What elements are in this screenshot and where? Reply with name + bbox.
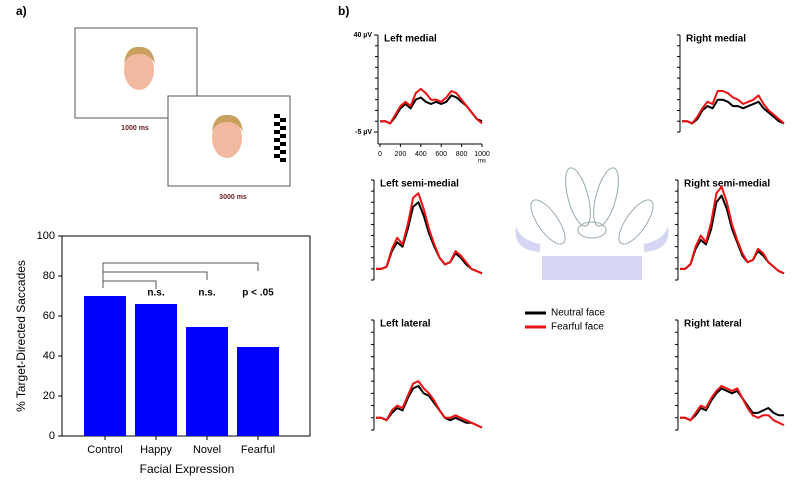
waveform (376, 380, 483, 429)
x-tick-label: Fearful (241, 444, 275, 456)
x-tick-label: Happy (140, 444, 172, 456)
checker-cell (274, 154, 280, 158)
checkerboard (274, 114, 286, 162)
panel-title: Left semi-medial (380, 179, 459, 190)
waveform (376, 201, 483, 275)
y-axis-label: % Target-Directed Saccades (14, 260, 28, 412)
y-tick-label: 0 (49, 430, 55, 442)
bracket (102, 262, 259, 288)
x-tick-label: Novel (193, 444, 221, 456)
stimulus-duration: 1000 ms (121, 125, 149, 132)
shape (644, 226, 669, 252)
checker-cell (280, 126, 286, 130)
waveform (682, 98, 785, 125)
y-tick-label: -5 µV (355, 129, 372, 136)
y-tick-label: 60 (43, 310, 55, 322)
electrode-map (515, 167, 669, 280)
hair (212, 114, 243, 132)
annotation: n.s. (147, 288, 164, 299)
region (618, 199, 654, 245)
checker-cell (280, 118, 286, 122)
checker-cell (274, 138, 280, 142)
y-tick-label: 40 µV (354, 32, 373, 39)
checker-cell (280, 150, 286, 154)
checker-cell (274, 114, 280, 118)
panel-label: b) (338, 4, 349, 18)
bracket (102, 271, 208, 288)
x-tick-label: 200 (395, 151, 407, 158)
y-tick-label: 20 (43, 390, 55, 402)
waveform (682, 90, 785, 125)
x-unit: ms (478, 159, 486, 165)
x-tick-label: 1000 (474, 151, 490, 158)
y-tick-label: 100 (37, 230, 55, 242)
panel-title: Right lateral (684, 319, 742, 330)
panel-title: Right semi-medial (684, 179, 770, 190)
face (124, 50, 154, 90)
face (212, 118, 242, 158)
legend-label: Fearful face (551, 322, 604, 333)
waveform (380, 87, 483, 125)
waveform (680, 387, 784, 422)
region (565, 167, 591, 227)
annotation: p < .05 (242, 288, 274, 299)
x-tick-label: 0 (378, 151, 382, 158)
x-axis-label: Facial Expression (140, 462, 235, 476)
hair (124, 46, 155, 64)
checker-cell (274, 146, 280, 150)
shape (515, 226, 540, 252)
region (593, 167, 619, 227)
bar (84, 296, 126, 436)
waveform (680, 385, 785, 427)
annotation: n.s. (198, 288, 215, 299)
checker-cell (274, 130, 280, 134)
bar (186, 327, 228, 436)
stimulus-duration: 3000 ms (219, 194, 247, 201)
waveform (376, 385, 483, 429)
region (577, 221, 607, 239)
y-tick-label: 80 (43, 270, 55, 282)
panel-title: Left medial (384, 34, 437, 45)
x-tick-label: 600 (435, 151, 447, 158)
legend-label: Neutral face (551, 308, 605, 319)
stimulus-2 (167, 95, 291, 187)
checker-cell (280, 142, 286, 146)
checker-cell (274, 122, 280, 126)
panel-label: a) (16, 4, 27, 18)
stimulus-1 (74, 27, 198, 119)
bar (237, 347, 279, 436)
bar (135, 304, 177, 436)
shape (542, 256, 642, 280)
panel-title: Left lateral (380, 319, 431, 330)
panel-title: Right medial (686, 34, 746, 45)
region (530, 199, 566, 245)
y-tick-label: 40 (43, 350, 55, 362)
checker-cell (280, 158, 286, 162)
waveform (680, 185, 785, 275)
x-tick-label: 400 (415, 151, 427, 158)
x-tick-label: Control (87, 444, 122, 456)
x-tick-label: 800 (456, 151, 468, 158)
checker-cell (280, 134, 286, 138)
waveform (376, 192, 483, 275)
